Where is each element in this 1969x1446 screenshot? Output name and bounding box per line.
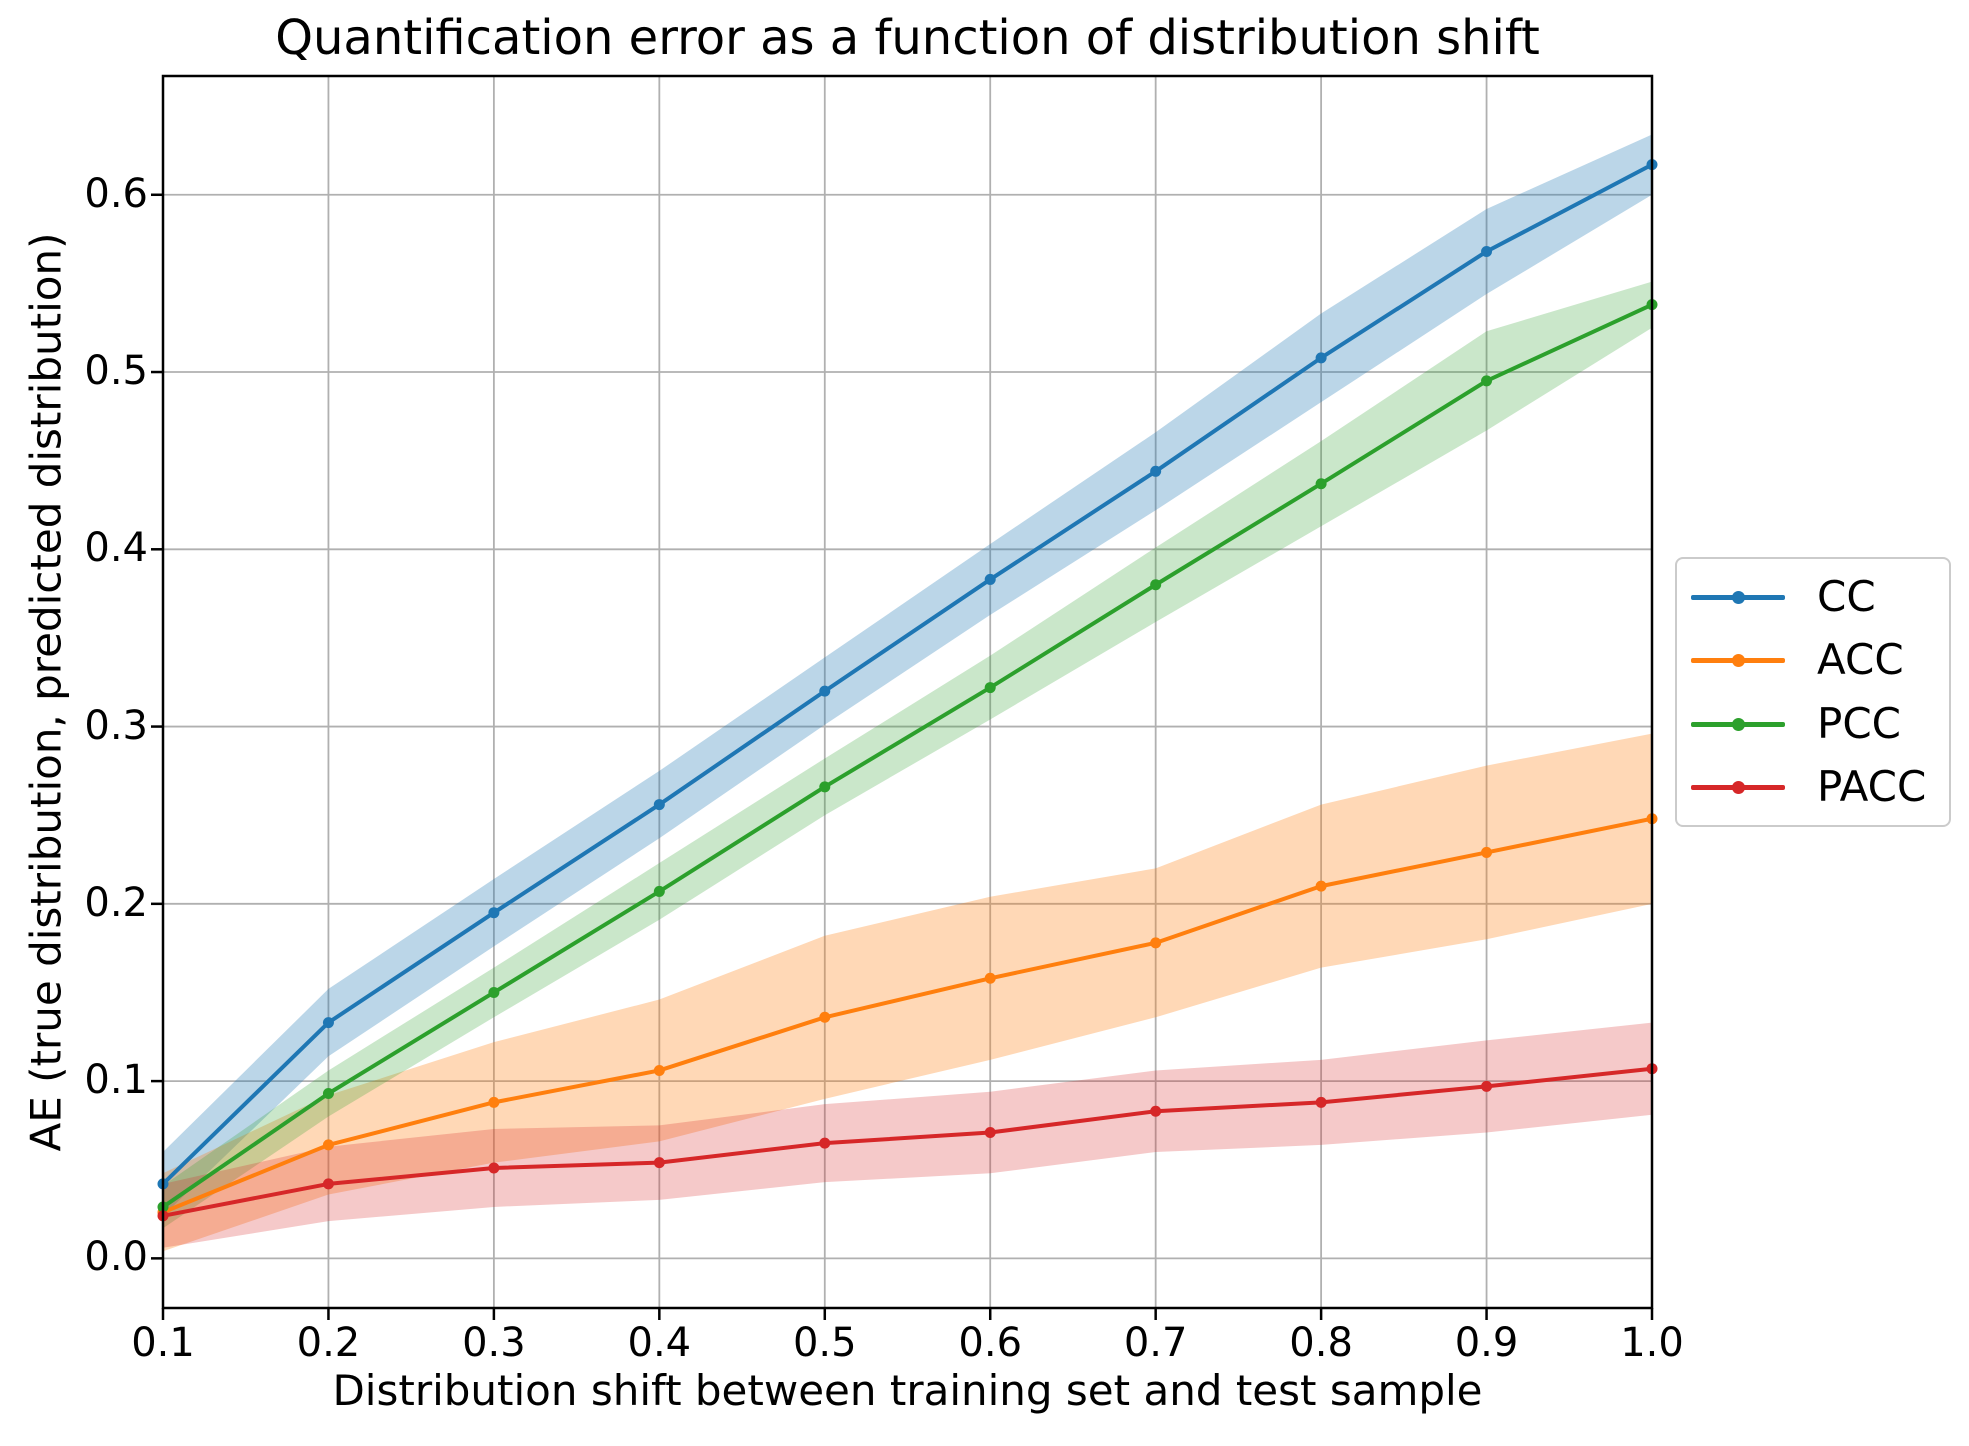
acc-line-swatch <box>1691 653 1785 668</box>
pacc-line-swatch <box>1691 780 1785 795</box>
legend-label-pacc: PACC <box>1817 762 1927 812</box>
legend-label-cc: CC <box>1817 571 1876 621</box>
x-tick-label: 0.9 <box>1454 1320 1519 1366</box>
x-tick-label: 0.7 <box>1123 1320 1188 1366</box>
legend-item-cc: CC <box>1677 571 1949 621</box>
pcc-line-swatch <box>1691 717 1785 731</box>
legend: CC ACC PCC PACC <box>1675 557 1951 827</box>
y-tick-label: 0.4 <box>84 525 148 572</box>
chart-title: Quantification error as a function of di… <box>275 10 1540 66</box>
legend-label-acc: ACC <box>1817 635 1904 685</box>
x-tick-label: 1.0 <box>1620 1320 1684 1366</box>
y-tick-label: 0.0 <box>84 1234 148 1281</box>
x-tick-label: 0.8 <box>1289 1320 1353 1366</box>
y-tick-label: 0.2 <box>84 879 148 926</box>
x-axis-label: Distribution shift between training set … <box>332 1366 1483 1415</box>
x-tick-label: 0.5 <box>792 1320 857 1366</box>
legend-item-pcc: PCC <box>1677 698 1949 748</box>
legend-item-acc: ACC <box>1677 639 1949 681</box>
y-tick-label: 0.3 <box>84 702 148 749</box>
x-tick-label: 0.1 <box>131 1320 195 1366</box>
legend-item-pacc: PACC <box>1677 766 1949 808</box>
y-tick-label: 0.5 <box>84 348 148 395</box>
x-tick-label: 0.2 <box>296 1320 361 1366</box>
cc-line-swatch <box>1691 590 1785 604</box>
x-tick-label: 0.4 <box>627 1320 692 1366</box>
legend-label-pcc: PCC <box>1817 698 1901 748</box>
x-tick-label: 0.6 <box>958 1320 1023 1366</box>
y-tick-label: 0.6 <box>84 170 148 217</box>
x-tick-label: 0.3 <box>462 1320 526 1366</box>
y-tick-label: 0.1 <box>84 1057 148 1104</box>
